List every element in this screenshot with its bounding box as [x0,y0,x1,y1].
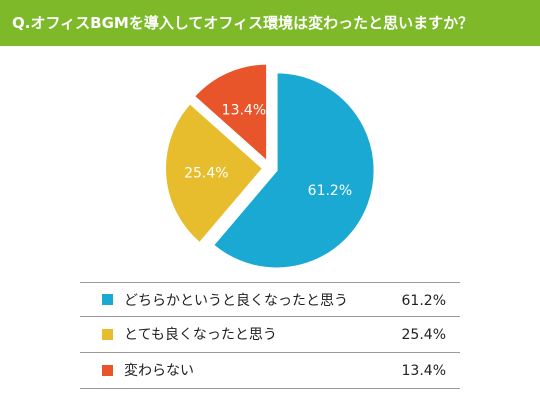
legend-label-2: 変わらない [124,363,194,379]
legend-swatch-1 [102,328,113,340]
pie-slice-2 [192,62,269,164]
question-header: Q.オフィスBGMを導入してオフィス環境は変わったと思いますか？ [0,0,540,46]
legend-swatch-2 [102,364,113,376]
legend-label-0: どちらかというと良くなったと思う [124,293,348,309]
legend-value-1: 25.4% [401,327,446,343]
legend-row-0: どちらかというと良くなったと思う 61.2% [80,282,460,317]
legend-row-1: とても良くなったと思う 25.4% [80,317,460,353]
pie-label-0: 61.2% [308,183,352,199]
legend-value-0: 61.2% [401,293,446,309]
legend-label-1: とても良くなったと思う [124,327,277,343]
legend-swatch-0 [102,293,113,305]
legend-row-2: 変わらない 13.4% [80,353,460,389]
pie-label-1: 25.4% [184,165,228,181]
pie-slice-0 [211,71,376,270]
question-title: Q.オフィスBGMを導入してオフィス環境は変わったと思いますか？ [12,14,474,32]
pie-slice-1 [164,101,265,245]
pie-chart: 61.2% 25.4% 13.4% [164,62,376,270]
pie-label-2: 13.4% [222,103,266,119]
legend-table: どちらかというと良くなったと思う 61.2% とても良くなったと思う 25.4%… [80,282,460,389]
legend-value-2: 13.4% [401,363,446,379]
